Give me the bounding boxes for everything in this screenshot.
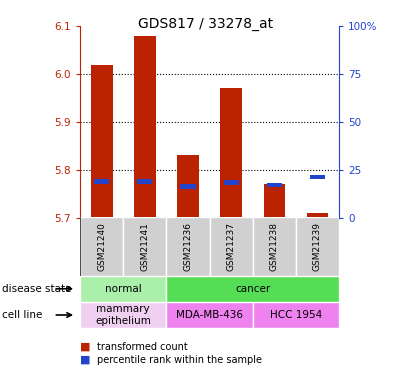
Bar: [224, 180, 239, 185]
Bar: [91, 64, 113, 218]
Text: HCC 1954: HCC 1954: [270, 310, 322, 320]
Text: MDA-MB-436: MDA-MB-436: [176, 310, 243, 320]
Bar: [307, 213, 328, 217]
Bar: [267, 183, 282, 187]
Text: mammary
epithelium: mammary epithelium: [95, 304, 151, 326]
Bar: [166, 302, 253, 328]
Bar: [220, 88, 242, 218]
Text: cancer: cancer: [235, 284, 270, 294]
Bar: [166, 276, 339, 302]
Bar: [134, 36, 156, 218]
Bar: [137, 180, 152, 184]
Text: transformed count: transformed count: [97, 342, 187, 352]
Text: percentile rank within the sample: percentile rank within the sample: [97, 355, 261, 365]
Bar: [310, 175, 325, 179]
Text: GSM21236: GSM21236: [184, 222, 192, 271]
Bar: [80, 276, 166, 302]
Text: GSM21240: GSM21240: [97, 222, 106, 271]
Bar: [180, 184, 196, 189]
Bar: [166, 217, 210, 276]
Bar: [80, 302, 166, 328]
Text: GSM21237: GSM21237: [227, 222, 236, 271]
Bar: [94, 180, 109, 184]
Bar: [177, 155, 199, 218]
Bar: [263, 184, 285, 218]
Bar: [253, 302, 339, 328]
Text: ■: ■: [80, 342, 91, 352]
Text: disease state: disease state: [2, 284, 72, 294]
Bar: [253, 217, 296, 276]
Bar: [210, 217, 253, 276]
Bar: [123, 217, 166, 276]
Text: GSM21241: GSM21241: [141, 222, 149, 271]
Text: GSM21238: GSM21238: [270, 222, 279, 271]
Text: GSM21239: GSM21239: [313, 222, 322, 271]
Bar: [80, 217, 123, 276]
Text: normal: normal: [105, 284, 142, 294]
Bar: [296, 217, 339, 276]
Text: cell line: cell line: [2, 310, 42, 320]
Text: GDS817 / 33278_at: GDS817 / 33278_at: [138, 17, 273, 31]
Text: ■: ■: [80, 355, 91, 365]
